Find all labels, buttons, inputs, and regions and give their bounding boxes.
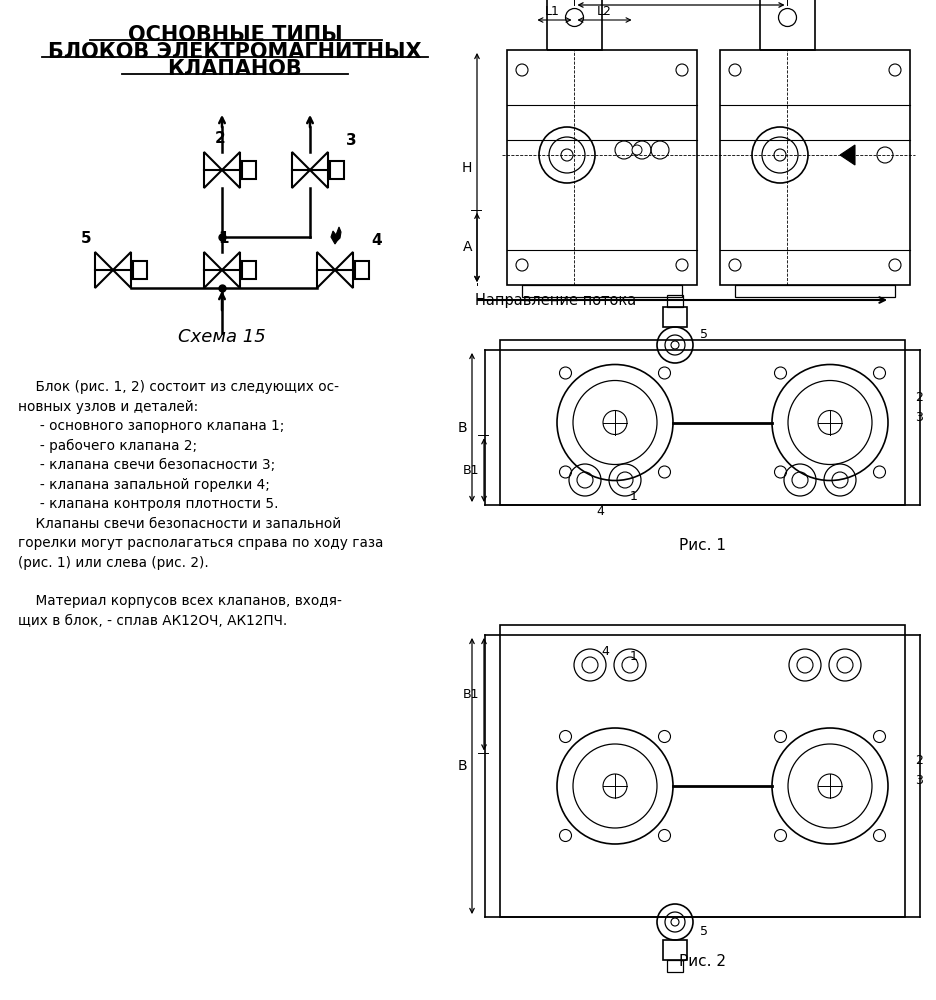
Text: L2: L2: [596, 5, 611, 18]
Text: H: H: [461, 161, 472, 175]
Text: 3: 3: [345, 133, 357, 148]
Text: БЛОКОВ ЭЛЕКТРОМАГНИТНЫХ: БЛОКОВ ЭЛЕКТРОМАГНИТНЫХ: [48, 42, 421, 62]
Text: 4: 4: [595, 505, 604, 518]
Text: - основного запорного клапана 1;: - основного запорного клапана 1;: [18, 419, 284, 433]
Text: L: L: [676, 0, 684, 2]
Text: - клапана контроля плотности 5.: - клапана контроля плотности 5.: [18, 497, 278, 511]
Bar: [500, 625, 904, 917]
Bar: [663, 940, 686, 960]
Text: 2: 2: [914, 391, 922, 404]
Text: A: A: [462, 240, 472, 254]
Text: - клапана запальной горелки 4;: - клапана запальной горелки 4;: [18, 478, 270, 491]
Text: 5: 5: [699, 328, 708, 342]
Text: 1: 1: [629, 490, 637, 503]
Text: 2: 2: [214, 131, 226, 146]
Text: Схема 15: Схема 15: [178, 328, 266, 346]
Bar: [666, 960, 682, 972]
Text: - клапана свечи безопасности 3;: - клапана свечи безопасности 3;: [18, 458, 275, 472]
Text: 3: 3: [914, 774, 922, 788]
Text: Рис. 1: Рис. 1: [679, 538, 725, 553]
Text: 4: 4: [371, 233, 381, 248]
Polygon shape: [839, 145, 854, 165]
Text: L1: L1: [545, 5, 560, 18]
Text: Клапаны свечи безопасности и запальной: Клапаны свечи безопасности и запальной: [18, 516, 341, 530]
Text: B1: B1: [462, 464, 478, 477]
Bar: [719, 50, 909, 285]
Text: 4: 4: [600, 645, 608, 658]
Text: 5: 5: [80, 231, 91, 246]
Text: 5: 5: [699, 925, 708, 938]
Text: B1: B1: [462, 688, 478, 701]
Bar: [734, 285, 894, 297]
Text: 3: 3: [914, 411, 922, 424]
Text: Рис. 2: Рис. 2: [679, 954, 725, 969]
Text: горелки могут располагаться справа по ходу газа: горелки могут располагаться справа по хо…: [18, 536, 383, 550]
Bar: [355, 261, 369, 279]
Text: - рабочего клапана 2;: - рабочего клапана 2;: [18, 438, 197, 453]
Bar: [547, 0, 601, 50]
Text: Материал корпусов всех клапанов, входя-: Материал корпусов всех клапанов, входя-: [18, 594, 342, 608]
Circle shape: [631, 145, 641, 155]
Text: B: B: [457, 759, 466, 773]
Text: 1: 1: [629, 650, 637, 663]
Text: Направление потока: Направление потока: [475, 292, 636, 308]
Bar: [329, 161, 344, 179]
Text: 1: 1: [218, 231, 229, 246]
Bar: [133, 261, 147, 279]
Bar: [241, 261, 256, 279]
Text: B: B: [457, 420, 466, 434]
Bar: [521, 285, 681, 297]
Bar: [759, 0, 814, 50]
Bar: [241, 161, 256, 179]
Bar: [506, 50, 696, 285]
Polygon shape: [330, 227, 341, 244]
Bar: [666, 295, 682, 307]
Bar: [663, 307, 686, 327]
Text: щих в блок, - сплав АК12ОЧ, АК12ПЧ.: щих в блок, - сплав АК12ОЧ, АК12ПЧ.: [18, 614, 287, 628]
Text: КЛАПАНОВ: КЛАПАНОВ: [168, 59, 302, 79]
Text: ОСНОВНЫЕ ТИПЫ: ОСНОВНЫЕ ТИПЫ: [127, 25, 342, 45]
Text: новных узлов и деталей:: новных узлов и деталей:: [18, 399, 198, 414]
Text: Блок (рис. 1, 2) состоит из следующих ос-: Блок (рис. 1, 2) состоит из следующих ос…: [18, 380, 339, 394]
Bar: [500, 340, 904, 505]
Text: 2: 2: [914, 754, 922, 768]
Text: (рис. 1) или слева (рис. 2).: (рис. 1) или слева (рис. 2).: [18, 556, 209, 570]
